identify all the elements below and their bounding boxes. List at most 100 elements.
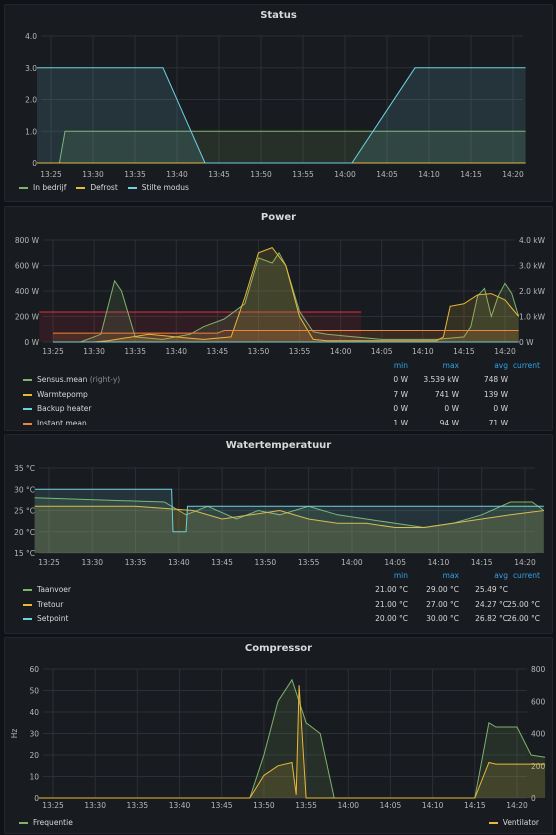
x-tick-label: 13:55 [289,347,311,356]
compressor-panel: Compressor 0 10 20 30 40 50 60 0 200 400 600 800 13:… [4,637,553,834]
y-tick-label: 20 [29,751,39,760]
x-tick-label: 13:45 [207,347,229,356]
watertemperatuur-panel: Watertemperatuur 15 °C 20 °C 25 °C 30 °C 35 … [4,434,553,634]
legend-value-avg: 71 W [488,418,508,426]
y-tick-label: 15 °C [14,549,35,558]
y-tick-label: 10 [29,773,39,782]
legend-label: Instant.mean [37,418,87,426]
series-line-instant-mean[interactable] [53,330,519,334]
legend-row-sensus-mean[interactable]: Sensus.mean (right-y) [23,375,120,384]
x-tick-label: 13:45 [208,170,230,179]
legend-swatch [23,603,32,606]
y-axis-label: Hz [10,729,19,739]
y-tick-label: 35 °C [14,464,35,473]
legend-value-max: 741 W [434,389,459,399]
x-tick-label: 14:10 [412,347,434,356]
legend-label: Stilte modus [141,183,189,192]
legend-header-avg[interactable]: avg [494,361,508,370]
legend-value-avg: 748 W [483,375,508,384]
power-chart[interactable]: 0 W 200 W 400 W 600 W 800 W 0 W 1.0 kW 2.0 kW 3.… [5,207,552,430]
legend-label: Backup heater [37,404,92,413]
legend-item-in-bedrijf[interactable]: In bedrijf [19,183,66,192]
y-tick-label: 800 W [15,236,40,245]
legend-swatch [19,822,28,824]
x-tick-label: 14:15 [460,170,482,179]
legend-label: Ventilator [502,818,539,827]
legend-row-backup-heater[interactable]: Backup heater [23,404,91,413]
legend-value-min: 21.00 °C [375,585,408,594]
legend-value-current: 25.00 °C [507,599,540,609]
legend-row-taanvoer[interactable]: Taanvoer [23,585,71,594]
series-line-setpoint[interactable] [34,488,544,533]
x-tick-label: 14:20 [514,558,536,567]
legend-item-frequentie[interactable]: Frequentie [19,818,73,827]
legend-header-max[interactable]: max [442,571,459,580]
legend-header-current[interactable]: current [512,361,540,370]
legend-value-max: 27.00 °C [426,599,459,609]
x-tick-label: 13:50 [253,801,275,810]
legend-axis-suffix: (right-y) [87,375,121,384]
legend-header-avg[interactable]: avg [494,571,508,580]
legend-item-defrost[interactable]: Defrost [76,183,118,192]
x-tick-label: 13:40 [166,170,188,179]
y-tick-label: 600 W [15,262,40,271]
series-line-stilte-modus[interactable] [37,67,526,164]
legend-header-min[interactable]: min [393,571,408,580]
y-right-tick-label: 600 [531,697,546,706]
legend-item-ventilator[interactable]: Ventilator [488,818,539,827]
legend-value-avg: 24.27 °C [475,599,508,609]
y-tick-label: 1.0 [25,127,37,136]
legend-header-max[interactable]: max [442,361,459,370]
legend-row-setpoint[interactable]: Setpoint [23,614,68,623]
y-right-tick-label: 4.0 kW [519,236,546,245]
legend-value-max: 94 W [439,418,459,426]
legend-header-current[interactable]: current [512,571,540,580]
power-panel: Power 0 W 200 W 400 W 600 W 800 W 0 W 1.0 kW 2.… [4,206,553,431]
x-tick-label: 14:20 [502,170,524,179]
x-tick-label: 14:05 [384,558,406,567]
status-chart[interactable]: 0 1.0 2.0 3.0 4.0 13:25 13:30 13:35 13:40 13:45 13… [5,5,552,201]
legend-label: Defrost [90,183,118,192]
x-tick-label: 13:35 [125,558,147,567]
series-line-taanvoer[interactable] [34,497,545,529]
x-tick-label: 13:55 [295,801,317,810]
y-right-tick-label: 1.0 kW [519,313,546,322]
legend-swatch [23,379,32,381]
watertemperatuur-chart[interactable]: 15 °C 20 °C 25 °C 30 °C 35 °C 13:25 13:30 13:35… [5,435,552,633]
x-tick-label: 13:50 [248,347,270,356]
legend-header-min[interactable]: min [393,361,408,370]
legend-row-tretour[interactable]: Tretour [23,600,63,609]
legend-value-min: 1 W [393,418,408,426]
legend-swatch [23,589,32,591]
series-area-setpoint [34,489,544,553]
legend-label: Warmtepomp [37,389,88,399]
legend-value-avg: 26.82 °C [475,614,508,623]
y-tick-label: 3.0 [25,64,37,73]
series-area-tretour [34,506,544,553]
series-line-tretour[interactable] [34,505,544,528]
series-line-ventilator[interactable] [38,685,546,799]
x-tick-label: 13:25 [38,558,60,567]
x-tick-label: 13:30 [83,347,105,356]
y-tick-label: 0 [32,159,37,168]
x-tick-label: 13:30 [82,170,104,179]
x-tick-label: 13:45 [211,801,233,810]
legend-row-warmtepomp[interactable]: Warmtepomp [23,390,88,399]
legend-value-min: 21.00 °C [375,599,408,609]
series-area-taanvoer [34,497,544,553]
legend-value-min: 0 W [393,375,408,384]
x-tick-label: 13:25 [42,347,64,356]
x-tick-label: 13:30 [81,558,103,567]
y-right-tick-label: 2.0 kW [519,287,546,296]
legend-value-max: 3.539 kW [423,375,459,384]
y-tick-label: 25 °C [14,507,35,516]
x-tick-label: 13:35 [127,801,149,810]
series-area-frequentie [38,679,546,798]
series-line-warmtepomp[interactable] [53,246,520,343]
legend-swatch [23,408,32,410]
x-tick-label: 13:40 [165,347,187,356]
legend-item-stilte-modus[interactable]: Stilte modus [127,183,189,192]
legend-value-current: 26.00 °C [507,614,540,623]
legend-row-instant-mean[interactable]: Instant.mean [23,418,87,426]
